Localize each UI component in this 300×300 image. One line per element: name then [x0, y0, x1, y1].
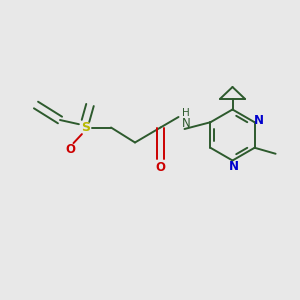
Text: H: H: [182, 107, 190, 118]
Text: N: N: [254, 114, 264, 127]
Text: N: N: [229, 160, 239, 173]
Text: O: O: [155, 161, 166, 174]
Text: N: N: [182, 117, 190, 130]
Text: S: S: [81, 121, 90, 134]
Text: O: O: [65, 142, 75, 156]
